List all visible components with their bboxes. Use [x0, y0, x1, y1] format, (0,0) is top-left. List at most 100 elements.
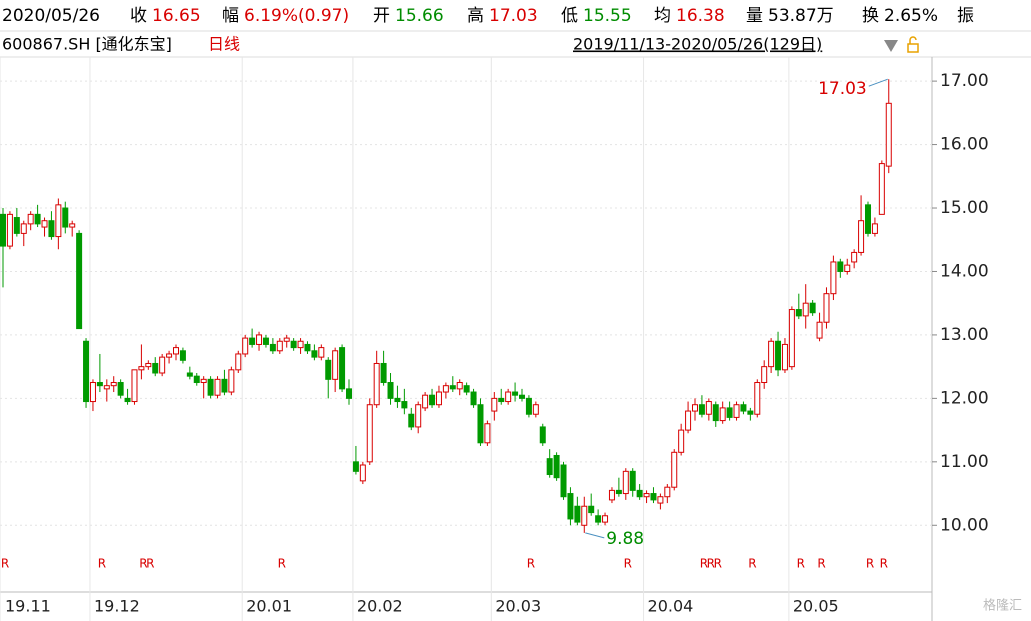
candle-body — [242, 337, 249, 355]
period: 日线 — [208, 35, 240, 54]
candle-body — [588, 505, 595, 514]
candle-body — [615, 489, 622, 495]
candle-body — [574, 505, 581, 523]
r-marker: R — [707, 557, 715, 571]
candle-body — [781, 343, 788, 371]
r-marker: R — [714, 557, 722, 571]
dropdown-icon[interactable] — [884, 40, 898, 52]
candle-body — [269, 343, 276, 352]
candle-body — [297, 340, 304, 349]
candle-body — [491, 397, 498, 412]
candle-body — [719, 407, 726, 422]
candle-body — [69, 223, 76, 228]
candle-body — [442, 385, 449, 393]
candle-body — [373, 362, 380, 406]
r-marker: R — [139, 557, 147, 571]
candle-body — [20, 223, 27, 234]
x-tick-label: 20.02 — [357, 597, 403, 616]
candle-body — [622, 470, 629, 495]
lock-icon[interactable] — [907, 43, 919, 53]
candle-body — [179, 350, 186, 361]
candle-body — [865, 204, 871, 234]
candle-body — [6, 213, 13, 247]
candle-body — [505, 391, 512, 403]
max-pointer — [868, 78, 888, 87]
candle-body — [747, 410, 754, 415]
candle-body — [332, 350, 339, 380]
candle-body — [456, 382, 463, 390]
r-marker: R — [700, 557, 708, 571]
candle-body — [415, 404, 422, 428]
label: 换 — [862, 6, 879, 26]
candle-body — [643, 493, 650, 498]
candle-body — [193, 375, 200, 384]
y-tick-label: 17.00 — [940, 71, 989, 91]
candle-body — [733, 404, 740, 418]
candle-body — [346, 388, 352, 399]
label: 高 — [467, 6, 484, 26]
candle-body — [290, 340, 297, 349]
x-tick-label: 19.12 — [94, 597, 140, 616]
y-tick-label: 11.00 — [940, 452, 989, 472]
close: 16.65 — [152, 6, 201, 26]
candle-body — [512, 391, 519, 396]
candle-body — [885, 102, 892, 167]
label: 低 — [561, 6, 578, 26]
r-marker: R — [527, 557, 535, 571]
candle-body — [726, 407, 733, 418]
candle-body — [650, 493, 657, 501]
y-tick-label: 14.00 — [940, 261, 989, 281]
candle-body — [525, 397, 532, 415]
candle-body — [55, 204, 62, 238]
candle-body — [207, 378, 214, 396]
candle-body — [788, 309, 795, 368]
candle-body — [830, 261, 837, 295]
candle-body — [276, 340, 283, 352]
y-tick-label: 15.00 — [940, 198, 989, 218]
y-tick-label: 16.00 — [940, 135, 989, 155]
y-tick-label: 13.00 — [940, 325, 989, 345]
candle-body — [27, 213, 34, 225]
candle-body — [740, 404, 747, 412]
candle-body — [802, 302, 809, 317]
candle-body — [878, 163, 885, 215]
candle-body — [809, 302, 816, 314]
y-tick-label: 10.00 — [940, 515, 989, 535]
candle-body — [768, 340, 775, 368]
candle-body — [89, 382, 96, 403]
y-tick-label: 12.00 — [940, 388, 989, 408]
candle-body — [166, 353, 173, 358]
candle-body — [200, 378, 207, 384]
candle-body — [0, 213, 6, 247]
candle-body — [62, 207, 69, 228]
candle-body — [311, 350, 318, 358]
turnover: 2.65% — [884, 6, 938, 26]
label: 幅 — [222, 6, 239, 26]
candle-body — [685, 410, 692, 431]
candle-body — [553, 454, 560, 479]
candle-body — [34, 213, 41, 225]
r-marker: R — [146, 557, 154, 571]
candle-body — [387, 382, 394, 399]
max-label: 17.03 — [818, 79, 867, 99]
candle-body — [712, 404, 719, 422]
date: 2020/05/26 — [2, 6, 100, 26]
candle-body — [304, 343, 311, 352]
candle-body — [498, 397, 505, 403]
candle-body — [401, 401, 408, 409]
candle-body — [131, 369, 138, 403]
candle-body — [48, 220, 55, 238]
candle-body — [394, 397, 401, 403]
candle-body — [83, 340, 90, 403]
candle-body — [408, 413, 415, 428]
r-marker: R — [1, 557, 9, 571]
x-tick-label: 20.03 — [495, 597, 541, 616]
x-tick-label: 20.05 — [793, 597, 839, 616]
candle-body — [608, 489, 615, 501]
candle-body — [816, 321, 823, 339]
r-marker: R — [797, 557, 805, 571]
low: 15.55 — [583, 6, 632, 26]
candle-body — [117, 382, 124, 396]
candle-body — [698, 404, 705, 415]
candle-body — [844, 264, 851, 272]
